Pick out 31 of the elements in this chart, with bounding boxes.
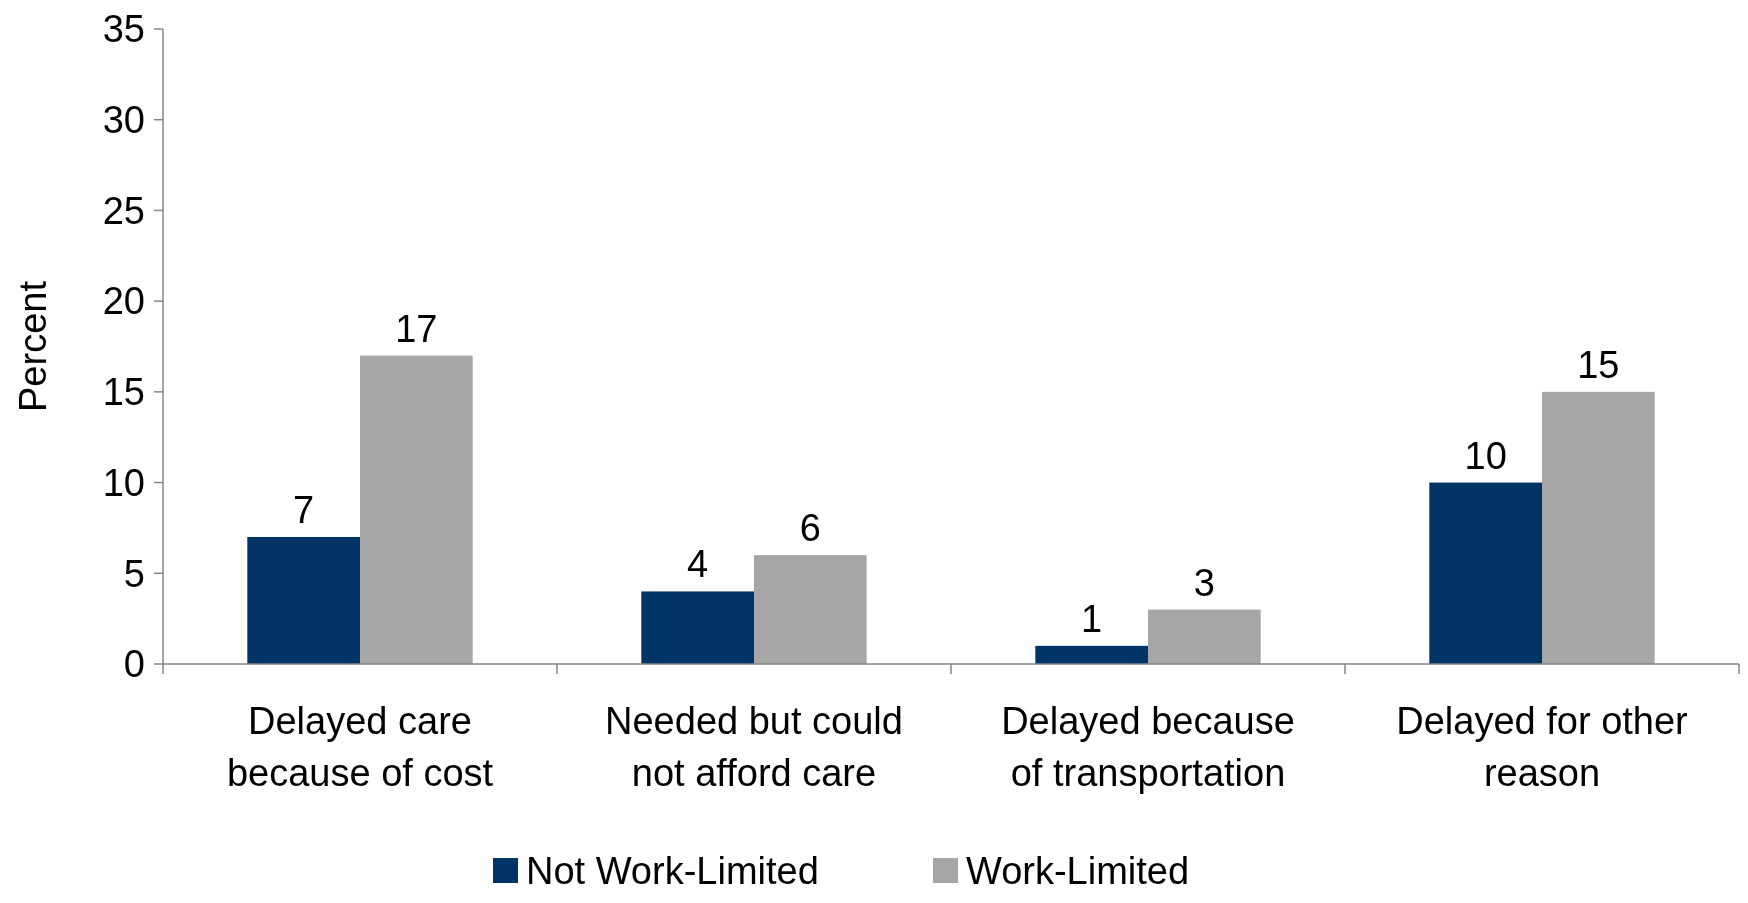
data-label: 4 [687, 543, 709, 586]
data-label: 1 [1081, 597, 1103, 640]
x-tick-label: Delayed care because of cost [226, 700, 494, 794]
bar [1148, 609, 1261, 664]
y-tick-label: 0 [123, 643, 145, 686]
data-label: 10 [1464, 434, 1507, 477]
y-axis-title: Percent [12, 280, 54, 412]
legend-label: Not Work-Limited [526, 850, 819, 893]
bar [1542, 391, 1655, 664]
bar [1035, 645, 1148, 664]
y-tick-label: 25 [102, 189, 145, 232]
data-label: 7 [293, 489, 315, 531]
x-tick-label: Needed but could not afford care [605, 700, 903, 794]
y-tick-label: 15 [102, 371, 145, 414]
data-label: 3 [1193, 561, 1215, 604]
y-tick-label: 30 [102, 99, 145, 142]
y-tick-label: 20 [102, 280, 145, 323]
y-tick-label: 35 [102, 8, 145, 51]
x-tick-label: Delayed because of transportation [1001, 700, 1295, 794]
data-label: 6 [799, 507, 821, 550]
bar [247, 537, 360, 664]
legend-label: Work-Limited [966, 850, 1190, 893]
data-label: 17 [395, 307, 438, 350]
bar [641, 591, 754, 664]
data-label: 15 [1577, 343, 1620, 386]
bar [754, 555, 867, 664]
x-tick-label: Delayed for other reason [1396, 700, 1689, 794]
y-tick-label: 10 [102, 461, 145, 504]
y-tick-label: 5 [123, 552, 145, 595]
bar [1429, 482, 1542, 664]
bar [360, 355, 473, 664]
